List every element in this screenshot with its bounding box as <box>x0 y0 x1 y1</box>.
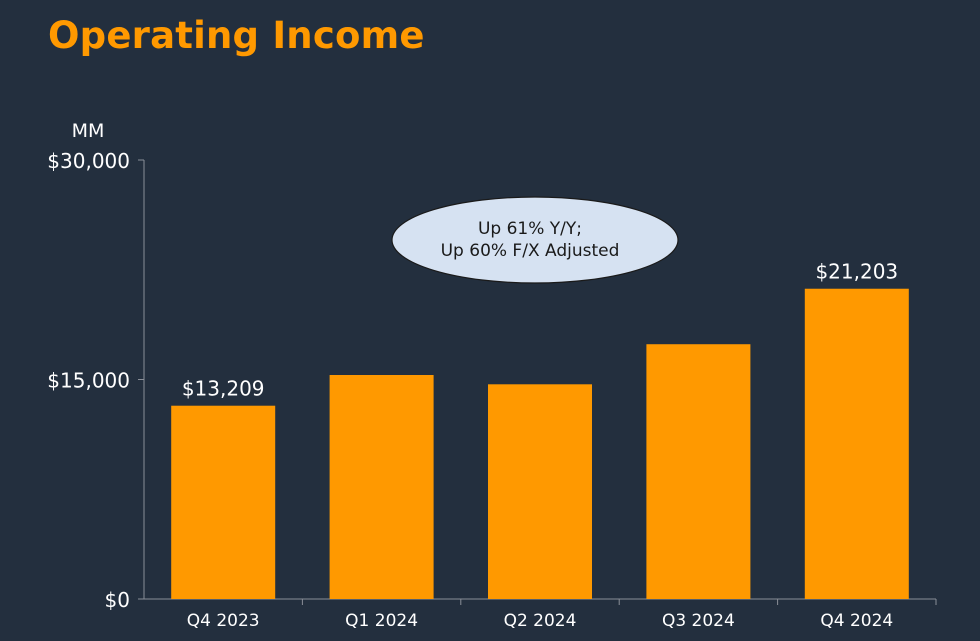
y-tick-label: $0 <box>105 588 130 612</box>
annotation-ellipse <box>391 196 679 284</box>
x-tick-label: Q1 2024 <box>345 611 418 631</box>
data-label: $21,203 <box>815 260 898 284</box>
x-tick-label: Q4 2023 <box>187 611 260 631</box>
annotation-text: Up 60% F/X Adjusted <box>441 241 620 261</box>
annotation-text: Up 61% Y/Y; <box>478 219 582 239</box>
x-tick-label: Q3 2024 <box>662 611 735 631</box>
y-axis-unit-label: MM <box>72 120 105 142</box>
bar[interactable] <box>329 375 434 599</box>
bar[interactable] <box>804 288 909 599</box>
bar[interactable] <box>646 344 751 599</box>
bar[interactable] <box>488 384 592 599</box>
y-tick-label: $30,000 <box>47 149 130 173</box>
x-tick-label: Q4 2024 <box>820 611 893 631</box>
bar[interactable] <box>171 405 276 599</box>
x-tick-label: Q2 2024 <box>504 611 577 631</box>
chart-title: Operating Income <box>48 14 425 57</box>
y-tick-label: $15,000 <box>47 369 130 393</box>
data-label: $13,209 <box>182 377 265 401</box>
